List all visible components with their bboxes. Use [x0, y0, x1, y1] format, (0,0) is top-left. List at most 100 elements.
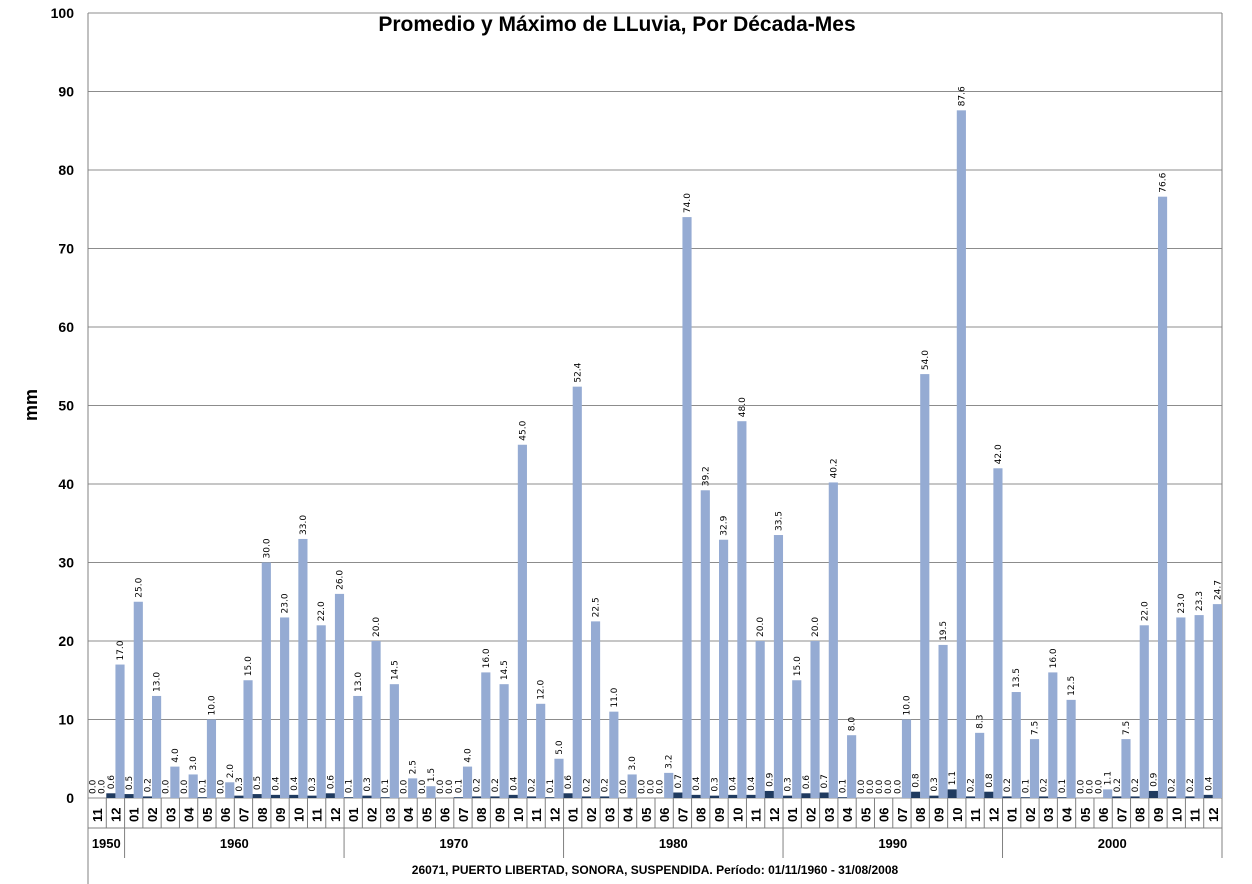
data-label-average: 0.2	[1131, 778, 1141, 792]
data-label-average: 0.1	[1021, 779, 1031, 793]
x-tick-label: 01	[346, 808, 361, 822]
data-label-maximum: 10.0	[902, 695, 912, 715]
bar-average	[1112, 796, 1122, 798]
data-label-maximum: 24.7	[1213, 580, 1223, 600]
bar-maximum	[1157, 196, 1168, 798]
bar-average	[1020, 797, 1030, 798]
data-label-average: 0.0	[1076, 779, 1086, 794]
bar-average	[691, 794, 701, 798]
data-label-maximum: 20.0	[811, 617, 821, 637]
data-label-average: 0.1	[381, 779, 391, 793]
data-labels: 0.0 0.0 0.617.00.525.00.213.00.04.00.03.00…	[89, 86, 1224, 794]
bar-average	[819, 792, 829, 798]
bar-maximum	[280, 617, 290, 798]
x-tick-label: 09	[1151, 808, 1166, 822]
bars	[106, 110, 1222, 799]
x-tick-label: 09	[273, 808, 288, 822]
bar-average	[673, 792, 683, 798]
data-label-maximum: 23.3	[1195, 591, 1205, 611]
bar-maximum	[426, 786, 436, 798]
data-label-average: 0.2	[143, 778, 153, 792]
bar-maximum	[371, 641, 381, 798]
data-label-average: 0.6	[564, 775, 574, 790]
bar-maximum	[243, 680, 253, 798]
decade-label: 1980	[659, 836, 688, 851]
x-tick-label: 07	[675, 808, 690, 822]
data-label-average: 0.2	[1186, 778, 1196, 792]
bar-maximum	[1176, 617, 1186, 798]
data-label-maximum: 20.0	[756, 617, 766, 637]
bar-maximum	[481, 672, 491, 798]
x-tick-label: 09	[712, 808, 727, 822]
data-label-average: 0.1	[454, 779, 464, 793]
x-tick-label: 02	[365, 808, 380, 822]
data-label-average: 0.9	[1149, 772, 1159, 787]
bar-maximum	[408, 778, 418, 798]
bar-average	[545, 797, 555, 798]
data-label-maximum: 2.5	[409, 760, 419, 774]
x-tick-label: 11	[749, 808, 764, 822]
x-tick-label: 07	[895, 808, 910, 822]
data-label-maximum: 1.1	[1104, 771, 1114, 785]
data-label-average: 0.7	[820, 774, 830, 788]
data-label-average: 0.2	[601, 778, 611, 792]
data-label-maximum: 22.5	[592, 597, 602, 617]
bar-average	[911, 791, 921, 798]
x-tick-label: 09	[493, 808, 508, 822]
bar-average	[453, 797, 463, 798]
data-label-average: 0.2	[1040, 778, 1050, 792]
y-tick-label: 80	[58, 162, 74, 178]
decade-label: 1970	[439, 836, 468, 851]
data-label-maximum: 40.2	[829, 458, 839, 478]
data-label-average: 0.3	[710, 777, 720, 791]
data-label-maximum: 39.2	[701, 466, 711, 486]
bar-maximum	[1103, 789, 1113, 798]
data-label-maximum: 87.6	[957, 86, 967, 106]
x-axis: 11 12 01 02 03 04 05 06 07 08 09 10 11 12 01 02 03 04 05 06…	[87, 798, 1223, 884]
x-tick-label: 12	[547, 808, 562, 822]
data-label-average: 0.1	[198, 779, 208, 793]
bar-average	[362, 795, 372, 798]
x-tick-label: 12	[108, 808, 123, 822]
x-tick-label: 11	[968, 808, 983, 822]
x-tick-label: 05	[419, 808, 434, 822]
bar-average	[1002, 796, 1012, 798]
x-tick-label: 11	[90, 808, 105, 822]
data-label-maximum: 33.5	[774, 511, 784, 531]
bar-maximum	[298, 538, 308, 798]
bar-maximum	[115, 664, 125, 798]
x-tick-label: 04	[621, 807, 636, 822]
x-tick-label: 07	[456, 808, 471, 822]
x-tick-label: 05	[1078, 808, 1093, 822]
x-tick-label: 08	[255, 808, 270, 822]
bar-average	[1203, 794, 1213, 798]
data-label-maximum: 13.0	[354, 672, 364, 692]
data-label-maximum: 16.0	[482, 648, 492, 668]
data-label-maximum: 45.0	[518, 420, 528, 440]
x-tick-label: 02	[145, 808, 160, 822]
bar-average	[1039, 796, 1049, 798]
y-axis-ticks: 0 10 20 30 40 50 60 70 80 90 100	[51, 5, 75, 806]
data-label-maximum: 48.0	[738, 397, 748, 417]
x-tick-label: 03	[163, 808, 178, 822]
bar-average	[380, 797, 390, 798]
data-label-maximum: 12.0	[537, 679, 547, 699]
decade-label: 1960	[220, 836, 249, 851]
data-label-average: 0.4	[1204, 776, 1214, 791]
bar-average	[142, 796, 153, 798]
y-tick-label: 50	[58, 398, 74, 414]
decade-label: 1990	[878, 836, 907, 851]
data-label-maximum: 0.0	[98, 779, 108, 794]
data-label-average: 0.4	[747, 776, 757, 791]
x-tick-label: 04	[1060, 807, 1075, 822]
data-label-maximum: 52.4	[573, 362, 583, 382]
bar-average	[1167, 796, 1177, 798]
data-label-maximum: 22.0	[317, 601, 327, 621]
data-label-maximum: 11.0	[610, 687, 620, 707]
bar-maximum	[664, 772, 674, 798]
bar-maximum	[956, 110, 966, 799]
data-label-average: 0.2	[1168, 778, 1178, 792]
bar-maximum	[901, 719, 912, 798]
bar-maximum	[993, 468, 1003, 798]
